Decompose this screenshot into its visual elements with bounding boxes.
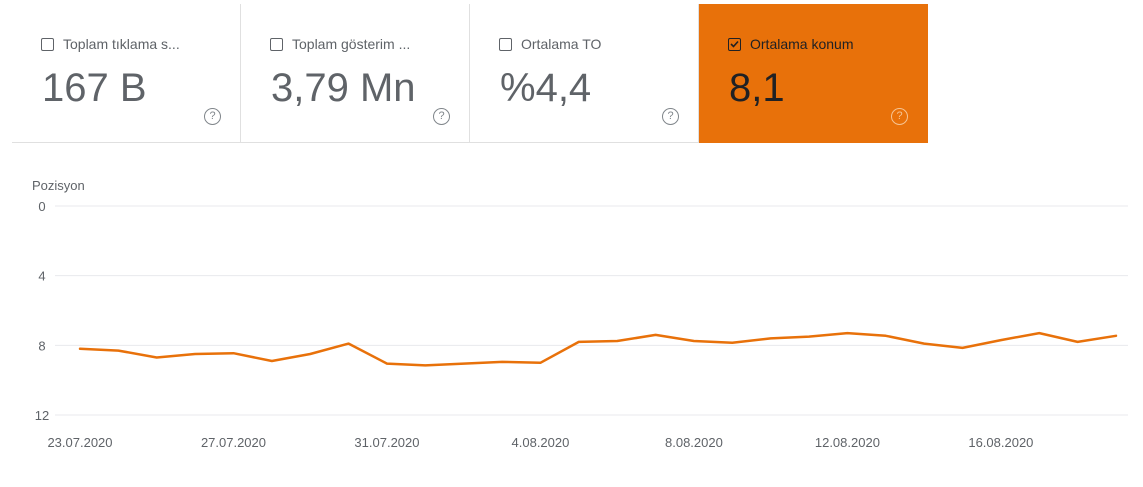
checkbox-unchecked-icon[interactable] bbox=[270, 37, 283, 51]
metric-cards: Toplam tıklama s... 167 B ? Toplam göste… bbox=[12, 4, 928, 143]
metric-card-total-clicks[interactable]: Toplam tıklama s... 167 B ? bbox=[12, 4, 241, 143]
metric-value: %4,4 bbox=[500, 66, 592, 110]
x-tick-label: 4.08.2020 bbox=[512, 435, 570, 450]
checkbox-checked-icon[interactable] bbox=[728, 37, 741, 51]
metric-value: 3,79 Mn bbox=[271, 66, 416, 110]
x-tick-label: 8.08.2020 bbox=[665, 435, 723, 450]
y-axis-label: Pozisyon bbox=[32, 178, 85, 193]
metric-card-average-ctr[interactable]: Ortalama TO %4,4 ? bbox=[470, 4, 699, 143]
metric-label: Toplam tıklama s... bbox=[63, 36, 180, 52]
metric-value: 167 B bbox=[42, 66, 147, 110]
checkbox-unchecked-icon[interactable] bbox=[499, 37, 512, 51]
checkbox-unchecked-icon[interactable] bbox=[41, 37, 54, 51]
help-icon[interactable]: ? bbox=[433, 108, 450, 125]
help-icon[interactable]: ? bbox=[662, 108, 679, 125]
x-tick-label: 16.08.2020 bbox=[968, 435, 1033, 450]
help-icon[interactable]: ? bbox=[891, 108, 908, 125]
metric-card-header: Toplam gösterim ... bbox=[270, 36, 410, 52]
metric-card-header: Ortalama TO bbox=[499, 36, 601, 52]
metric-card-total-impressions[interactable]: Toplam gösterim ... 3,79 Mn ? bbox=[241, 4, 470, 143]
metric-value: 8,1 bbox=[729, 66, 785, 110]
y-tick-label: 12 bbox=[35, 408, 49, 423]
x-tick-label: 12.08.2020 bbox=[815, 435, 880, 450]
series-line-position bbox=[78, 331, 1118, 367]
y-tick-label: 4 bbox=[38, 269, 45, 284]
metric-label: Ortalama TO bbox=[521, 36, 602, 52]
metric-card-header: Toplam tıklama s... bbox=[41, 36, 180, 52]
metric-label: Toplam gösterim ... bbox=[292, 36, 411, 52]
help-icon[interactable]: ? bbox=[204, 108, 221, 125]
x-tick-label: 27.07.2020 bbox=[201, 435, 266, 450]
metric-card-header: Ortalama konum bbox=[728, 36, 853, 52]
y-tick-label: 8 bbox=[38, 338, 45, 353]
x-tick-label: 31.07.2020 bbox=[354, 435, 419, 450]
x-tick-label: 23.07.2020 bbox=[47, 435, 112, 450]
checkmark-icon bbox=[730, 40, 739, 48]
metric-label: Ortalama konum bbox=[750, 36, 854, 52]
metric-card-average-position[interactable]: Ortalama konum 8,1 ? bbox=[699, 4, 928, 143]
y-tick-label: 0 bbox=[38, 199, 45, 214]
